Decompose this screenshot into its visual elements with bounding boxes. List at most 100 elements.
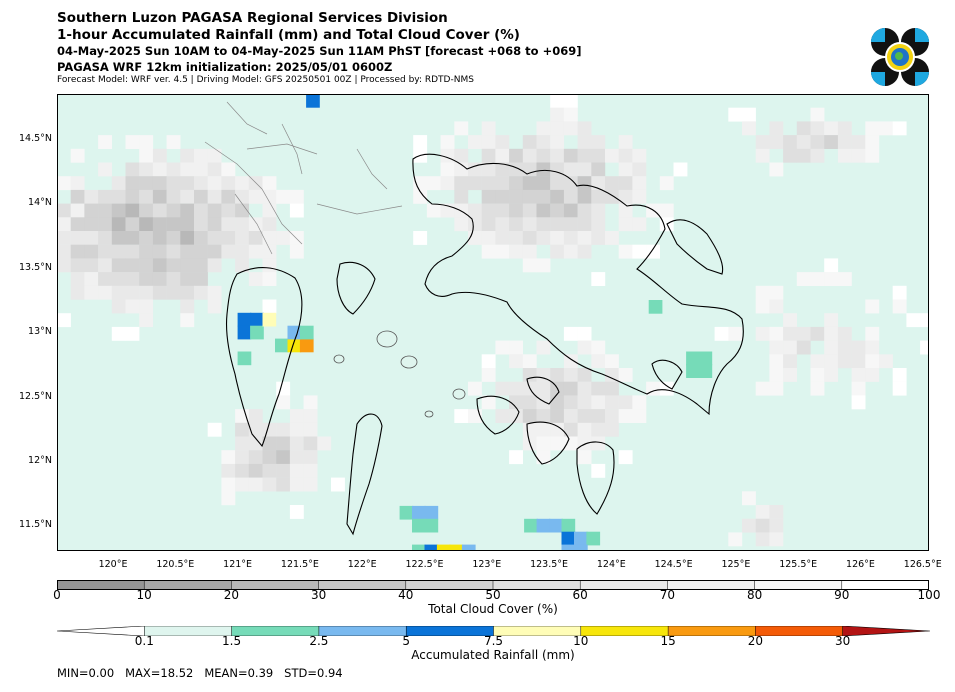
- cloud-cell: [207, 422, 222, 437]
- cloud-cell: [84, 203, 99, 218]
- cloud-cell: [426, 203, 441, 218]
- cloud-cover-label: Total Cloud Cover (%): [428, 602, 558, 616]
- cloud-cell: [262, 422, 277, 437]
- cloud-cell: [796, 121, 811, 136]
- cloud-cell: [221, 450, 236, 465]
- cloud-cover-colorbar: [57, 580, 929, 590]
- cloud-cell: [509, 395, 523, 410]
- cloud-cell: [70, 203, 85, 218]
- cloud-cell: [810, 148, 825, 163]
- cloud-cell: [796, 326, 811, 341]
- cloud-cell: [865, 354, 880, 369]
- cloud-cell: [755, 148, 770, 163]
- cloud-cell: [563, 217, 578, 232]
- cloud-cell: [865, 135, 880, 149]
- cloud-cell: [481, 189, 496, 204]
- cloud-cell: [605, 176, 619, 191]
- cloud-cell: [468, 162, 482, 177]
- cloud-cell: [454, 148, 469, 163]
- cloud-cell: [235, 450, 249, 465]
- longitude-label: 126.5°E: [903, 559, 942, 570]
- cloud-cell: [262, 272, 277, 286]
- cloud-colorbar-segment: [841, 580, 929, 590]
- cloud-cell: [70, 176, 85, 191]
- cloud-cell: [289, 203, 304, 218]
- cloud-cell: [276, 422, 291, 437]
- latitude-label: 11.5°N: [18, 519, 52, 531]
- rain-cell: [412, 518, 426, 533]
- cloud-cell: [413, 176, 428, 191]
- cloud-cell: [755, 285, 770, 300]
- cloud-cell: [563, 368, 578, 382]
- cloud-cell: [454, 162, 469, 177]
- cloud-cell: [454, 176, 469, 191]
- cloud-cell: [563, 395, 578, 410]
- cloud-cell: [276, 463, 291, 478]
- cloud-cell: [166, 244, 181, 259]
- cloud-cell: [536, 368, 551, 382]
- cloud-cell: [522, 395, 537, 410]
- cloud-cell: [618, 148, 633, 163]
- cloud-cell: [262, 258, 277, 273]
- cloud-cell: [166, 135, 181, 149]
- cloud-cell: [892, 299, 907, 314]
- cloud-cell: [125, 272, 140, 286]
- cloud-cell: [152, 258, 167, 273]
- cloud-cell: [180, 285, 195, 300]
- rain-cell: [237, 312, 252, 327]
- cloud-cell: [550, 203, 565, 218]
- cloud-cell: [509, 217, 523, 232]
- cloud-cell: [550, 409, 565, 423]
- cloud-colorbar-tick: 70: [659, 588, 676, 602]
- rain-cell: [686, 351, 700, 366]
- cloud-cell: [207, 176, 222, 191]
- cloud-cell: [276, 231, 291, 245]
- cloud-cell: [837, 326, 852, 341]
- cloud-cell: [591, 148, 606, 163]
- cloud-cell: [111, 176, 126, 191]
- cloud-cell: [618, 189, 633, 204]
- cloud-cell: [454, 189, 469, 204]
- latitude-label: 14°N: [28, 197, 52, 209]
- cloud-cell: [892, 285, 907, 300]
- cloud-cell: [276, 381, 291, 396]
- cloud-cell: [522, 189, 537, 204]
- cloud-cell: [522, 203, 537, 218]
- cloud-cell: [180, 203, 195, 218]
- cloud-cell: [139, 244, 154, 259]
- longitude-label: 120.5°E: [156, 559, 195, 570]
- latitude-label: 14.5°N: [18, 133, 52, 145]
- cloud-cell: [632, 148, 647, 163]
- cloud-cell: [111, 203, 126, 218]
- cloud-cell: [536, 217, 551, 232]
- cloud-cell: [125, 203, 140, 218]
- cloud-colorbar-tick: 60: [572, 588, 588, 602]
- cloud-cell: [550, 217, 565, 232]
- cloud-cell: [289, 463, 304, 478]
- cloud-cell: [577, 121, 592, 136]
- cloud-cell: [276, 436, 291, 451]
- cloud-cell: [837, 121, 852, 136]
- rain-cell: [299, 325, 314, 340]
- cloud-cell: [481, 203, 496, 218]
- cloud-cell: [221, 162, 236, 177]
- cloud-cell: [618, 450, 633, 465]
- cloud-cell: [84, 258, 99, 273]
- cloud-cell: [742, 107, 756, 122]
- cloud-cell: [481, 121, 496, 136]
- cloud-cell: [563, 354, 578, 369]
- cloud-cell: [468, 135, 482, 149]
- cloud-cell: [618, 203, 633, 218]
- rain-cell: [412, 544, 426, 551]
- cloud-cell: [509, 450, 523, 465]
- cloud-cell: [468, 203, 482, 218]
- cloud-cell: [289, 422, 304, 437]
- cloud-cell: [495, 135, 510, 149]
- cloud-cell: [536, 176, 551, 191]
- cloud-cell: [796, 148, 811, 163]
- cloud-cell: [591, 217, 606, 232]
- cloud-cell: [632, 409, 647, 423]
- cloud-cell: [536, 381, 551, 396]
- cloud-cell: [522, 422, 537, 437]
- cloud-cell: [248, 189, 263, 204]
